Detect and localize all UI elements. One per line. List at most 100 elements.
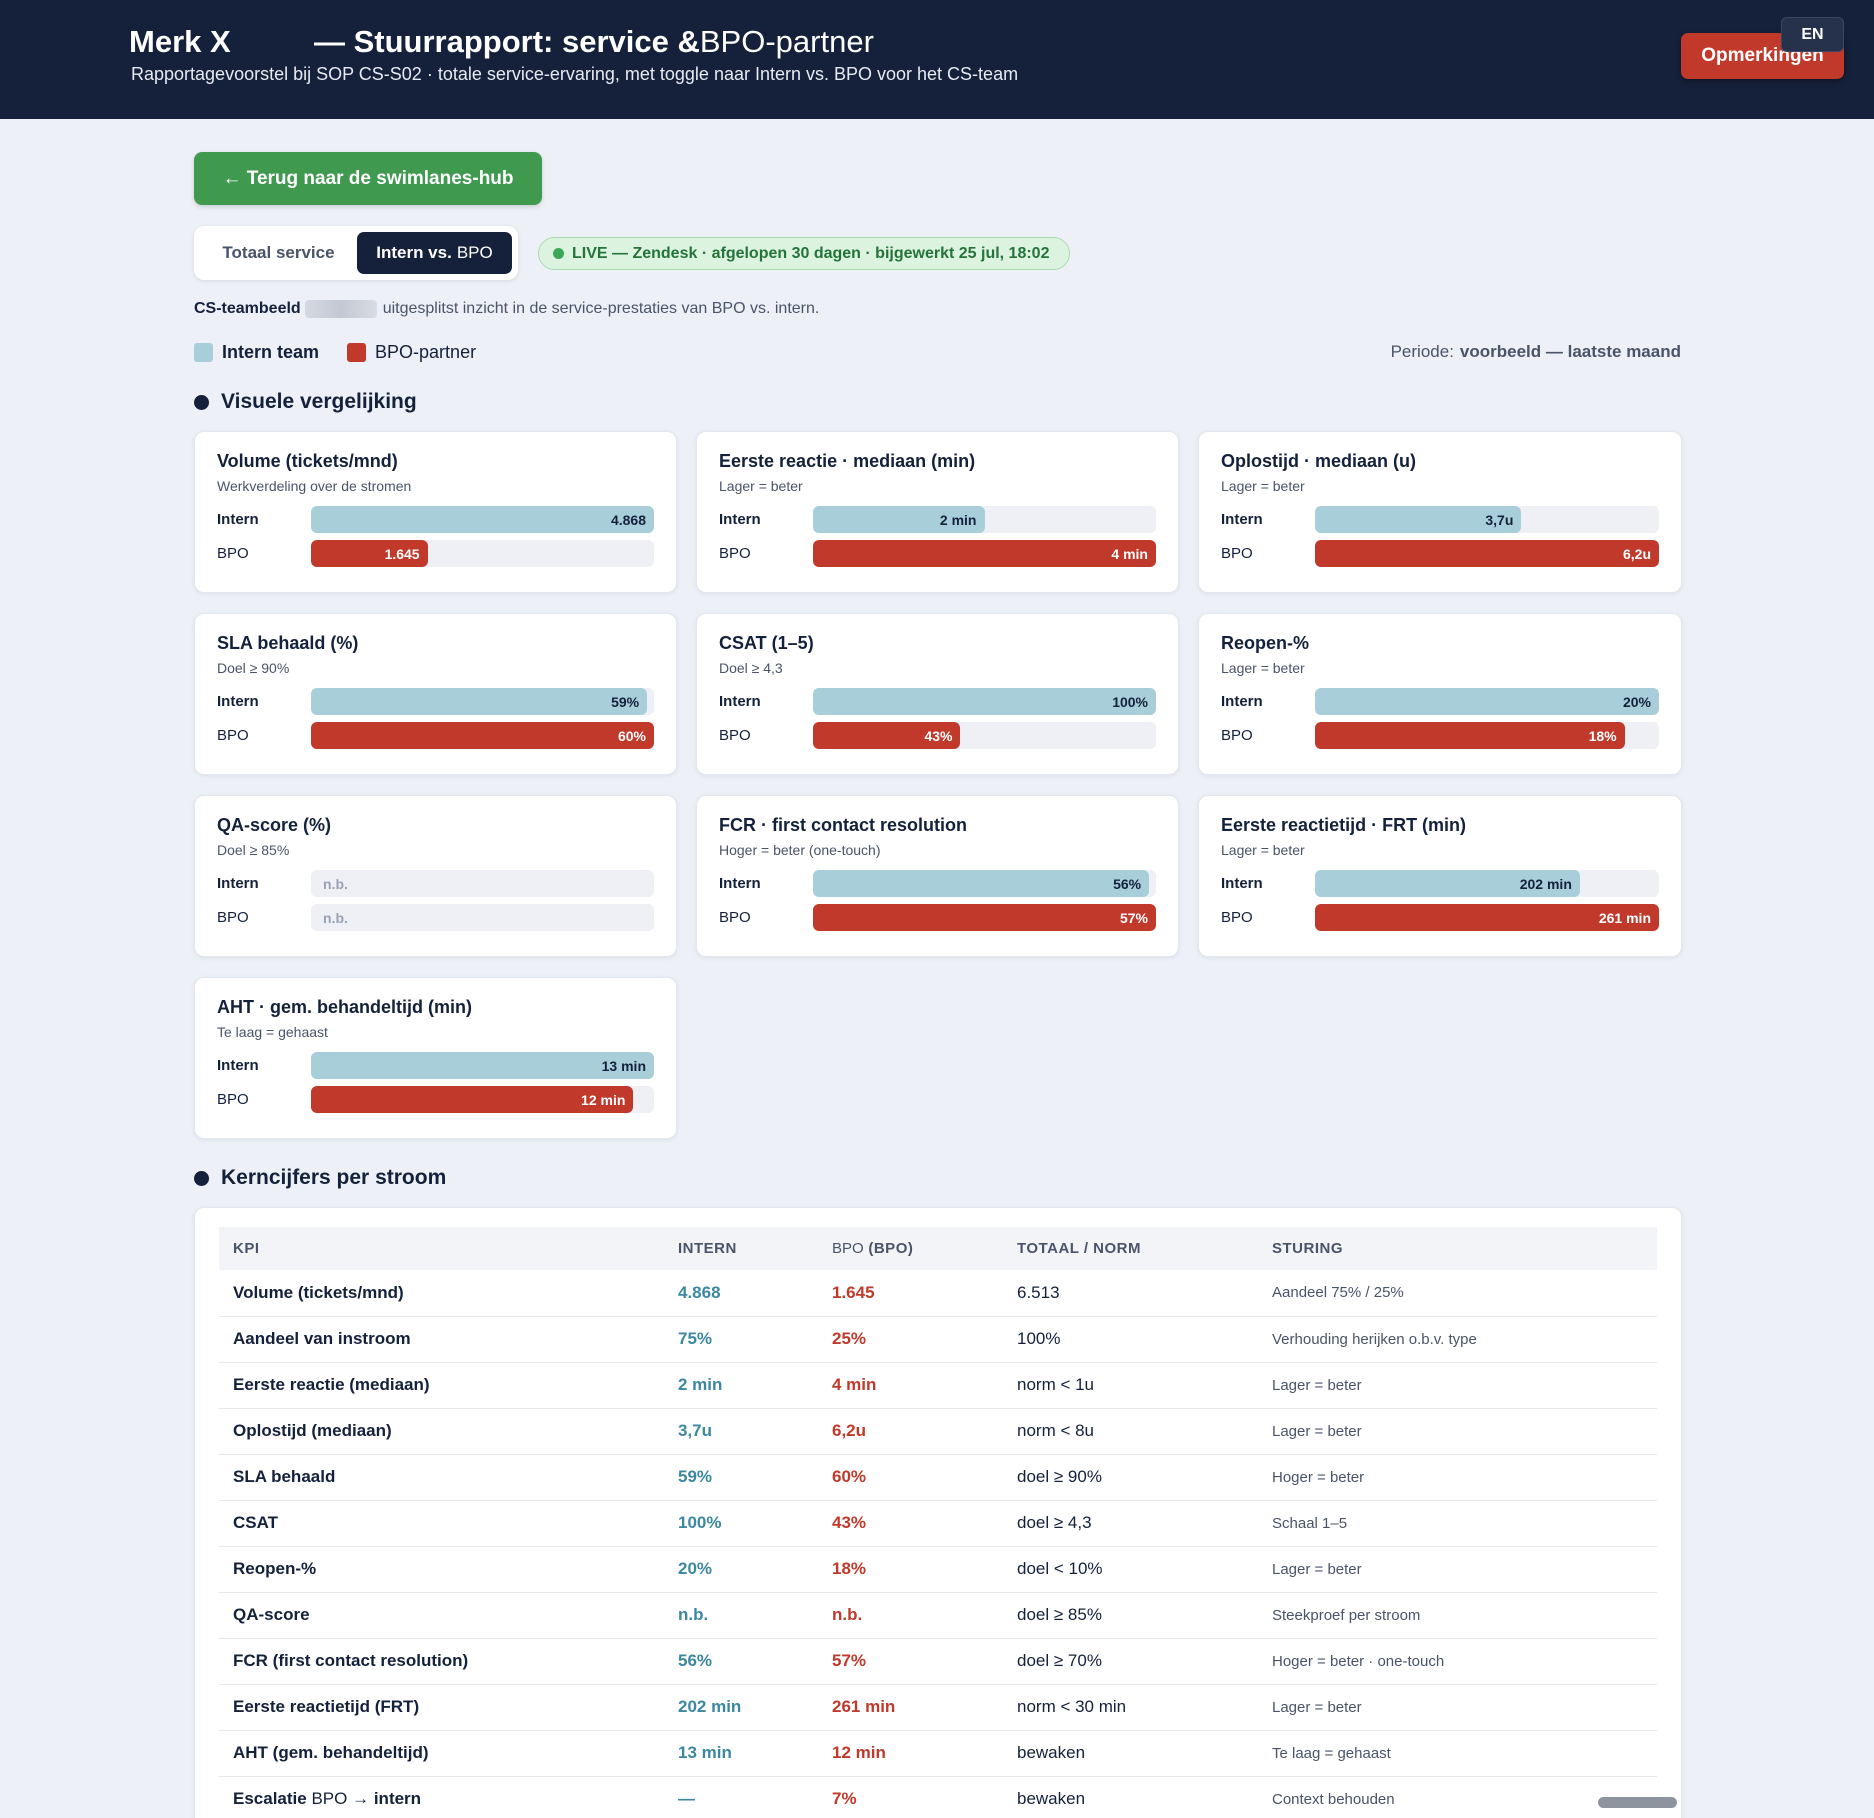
bpo-row: BPO 6,2u: [1221, 540, 1659, 567]
intern-row-label: Intern: [719, 511, 761, 528]
intern-bar: 20%: [1315, 688, 1659, 715]
bpo-row: BPO 4 min: [719, 540, 1156, 567]
cell-kpi: QA-score: [219, 1592, 664, 1639]
cell-sturing: Schaal 1–5: [1258, 1500, 1657, 1547]
legend: Intern team BPO-partner: [194, 342, 476, 363]
cell-total-norm: doel ≥ 4,3: [1003, 1500, 1258, 1547]
cell-sturing: Hoger = beter: [1258, 1454, 1657, 1501]
bpo-bar-value: 43%: [924, 727, 953, 744]
toggle-compare-small: BPO: [456, 243, 493, 262]
team-label: CS-teambeeld: [194, 300, 301, 317]
intern-bar-track: 59%: [311, 688, 654, 715]
card-subtitle: Doel ≥ 4,3: [719, 660, 783, 676]
col-sturing: STURING: [1272, 1240, 1343, 1257]
card-subtitle: Doel ≥ 90%: [217, 660, 290, 676]
cell-kpi: Eerste reactietijd (FRT): [219, 1684, 664, 1731]
cell-total-norm: 6.513: [1003, 1270, 1258, 1317]
table-row: FCR (first contact resolution) 56% 57% d…: [219, 1638, 1657, 1685]
cell-bpo: 12 min: [818, 1730, 1003, 1777]
intern-bar: 3,7u: [1315, 506, 1522, 533]
intern-bar: 100%: [813, 688, 1156, 715]
kpi-text: Escalatie: [233, 1789, 307, 1808]
language-toggle-button[interactable]: EN: [1781, 17, 1844, 52]
intern-row-label: Intern: [217, 693, 259, 710]
bpo-bar-value: 1.645: [384, 545, 420, 562]
cell-sturing: Steekproef per stroom: [1258, 1592, 1657, 1639]
card-title: CSAT (1–5): [719, 633, 814, 653]
table-row: Escalatie BPO → intern — 7% bewaken Cont…: [219, 1776, 1657, 1818]
col-intern: INTERN: [678, 1240, 737, 1257]
table-row: CSAT 100% 43% doel ≥ 4,3 Schaal 1–5: [219, 1500, 1657, 1547]
cell-total-norm: bewaken: [1003, 1776, 1258, 1818]
bpo-bar-track: 60%: [311, 722, 654, 749]
live-status-text: LIVE — Zendesk · afgelopen 30 dagen · bi…: [572, 244, 1050, 262]
cell-bpo: 261 min: [818, 1684, 1003, 1731]
table-row: Oplostijd (mediaan) 3,7u 6,2u norm < 8u …: [219, 1408, 1657, 1455]
back-to-hub-button[interactable]: ← Terug naar de swimlanes-hub: [194, 152, 542, 205]
bpo-bar: 57%: [813, 904, 1156, 931]
intern-bar-track: 56%: [813, 870, 1156, 897]
toggle-total-service[interactable]: Totaal service: [222, 243, 335, 262]
card-subtitle: Lager = beter: [719, 478, 803, 494]
bpo-bar-track: 12 min: [311, 1086, 654, 1113]
intern-row-label: Intern: [1221, 693, 1263, 710]
intern-bar-track: 4.868: [311, 506, 654, 533]
cell-bpo: 6,2u: [818, 1408, 1003, 1455]
bpo-bar: 1.645: [311, 540, 428, 567]
cell-sturing: Te laag = gehaast: [1258, 1730, 1657, 1777]
cell-intern: n.b.: [664, 1592, 818, 1639]
intern-row: Intern 2 min: [719, 506, 1156, 533]
cell-total-norm: doel ≥ 85%: [1003, 1592, 1258, 1639]
card-subtitle: Doel ≥ 85%: [217, 842, 290, 858]
table-row: AHT (gem. behandeltijd) 13 min 12 min be…: [219, 1730, 1657, 1777]
card-title: Eerste reactietijd · FRT (min): [1221, 815, 1467, 835]
comparison-card: Eerste reactietijd · FRT (min) Lager = b…: [1198, 795, 1682, 957]
cell-sturing: Hoger = beter · one-touch: [1258, 1638, 1657, 1685]
bpo-row: BPO 43%: [719, 722, 1156, 749]
card-subtitle: Te laag = gehaast: [217, 1024, 328, 1040]
intern-bar-value: 3,7u: [1485, 511, 1514, 528]
bpo-bar: 4 min: [813, 540, 1156, 567]
scrollbar-thumb[interactable]: [1598, 1797, 1677, 1808]
legend-intern-swatch: [194, 343, 213, 362]
col-total-norm: TOTAAL / NORM: [1017, 1240, 1141, 1257]
legend-bpo-label: BPO-partner: [375, 342, 477, 362]
intern-row: Intern 13 min: [217, 1052, 654, 1079]
section-bullet-icon: [194, 394, 209, 410]
bpo-bar-track: 6,2u: [1315, 540, 1659, 567]
bpo-bar-value: 18%: [1588, 727, 1617, 744]
cell-kpi: CSAT: [219, 1500, 664, 1547]
cell-intern: 2 min: [664, 1362, 818, 1409]
bpo-row-label: BPO: [1221, 727, 1253, 744]
col-bpo: BPO (BPO): [818, 1227, 1003, 1270]
cell-kpi: Eerste reactie (mediaan): [219, 1362, 664, 1409]
page-header: Merk X — Stuurrapport: service &BPO-partn…: [0, 0, 1874, 119]
intern-row: Intern 4.868: [217, 506, 654, 533]
cell-intern: 202 min: [664, 1684, 818, 1731]
team-description: CS-teambeeld uitgesplitst inzicht in de …: [194, 300, 819, 318]
cell-kpi: Oplostijd (mediaan): [219, 1408, 664, 1455]
view-toggle: Totaal service Intern vs. BPO: [194, 226, 518, 280]
bpo-bar: 6,2u: [1315, 540, 1659, 567]
card-subtitle: Lager = beter: [1221, 660, 1305, 676]
bpo-bar-track: 261 min: [1315, 904, 1659, 931]
section-visual-comparison: Visuele vergelijking: [194, 390, 417, 414]
table-row: Eerste reactietijd (FRT) 202 min 261 min…: [219, 1684, 1657, 1731]
intern-bar-track: 3,7u: [1315, 506, 1659, 533]
cell-intern: 100%: [664, 1500, 818, 1547]
comparison-card: SLA behaald (%) Doel ≥ 90% Intern 59% BP…: [194, 613, 677, 775]
cell-kpi: SLA behaald: [219, 1454, 664, 1501]
kpi-text-mid: BPO: [311, 1789, 348, 1808]
title-main: — Stuurrapport: service &: [314, 24, 700, 59]
intern-bar-value: 13 min: [601, 1057, 646, 1074]
cell-kpi: Reopen-%: [219, 1546, 664, 1593]
cell-total-norm: bewaken: [1003, 1730, 1258, 1777]
bpo-bar-value: 60%: [617, 727, 646, 744]
period-value: voorbeeld — laatste maand: [1459, 342, 1681, 361]
intern-bar-track: 100%: [813, 688, 1156, 715]
bpo-row-label: BPO: [1221, 545, 1253, 562]
comparison-card: FCR · first contact resolution Hoger = b…: [696, 795, 1179, 957]
table-header-row: KPI INTERN BPO (BPO) TOTAAL / NORM STURI…: [219, 1227, 1657, 1270]
intern-row-label: Intern: [217, 511, 259, 528]
toggle-intern-vs-bpo[interactable]: Intern vs. BPO: [356, 232, 512, 274]
